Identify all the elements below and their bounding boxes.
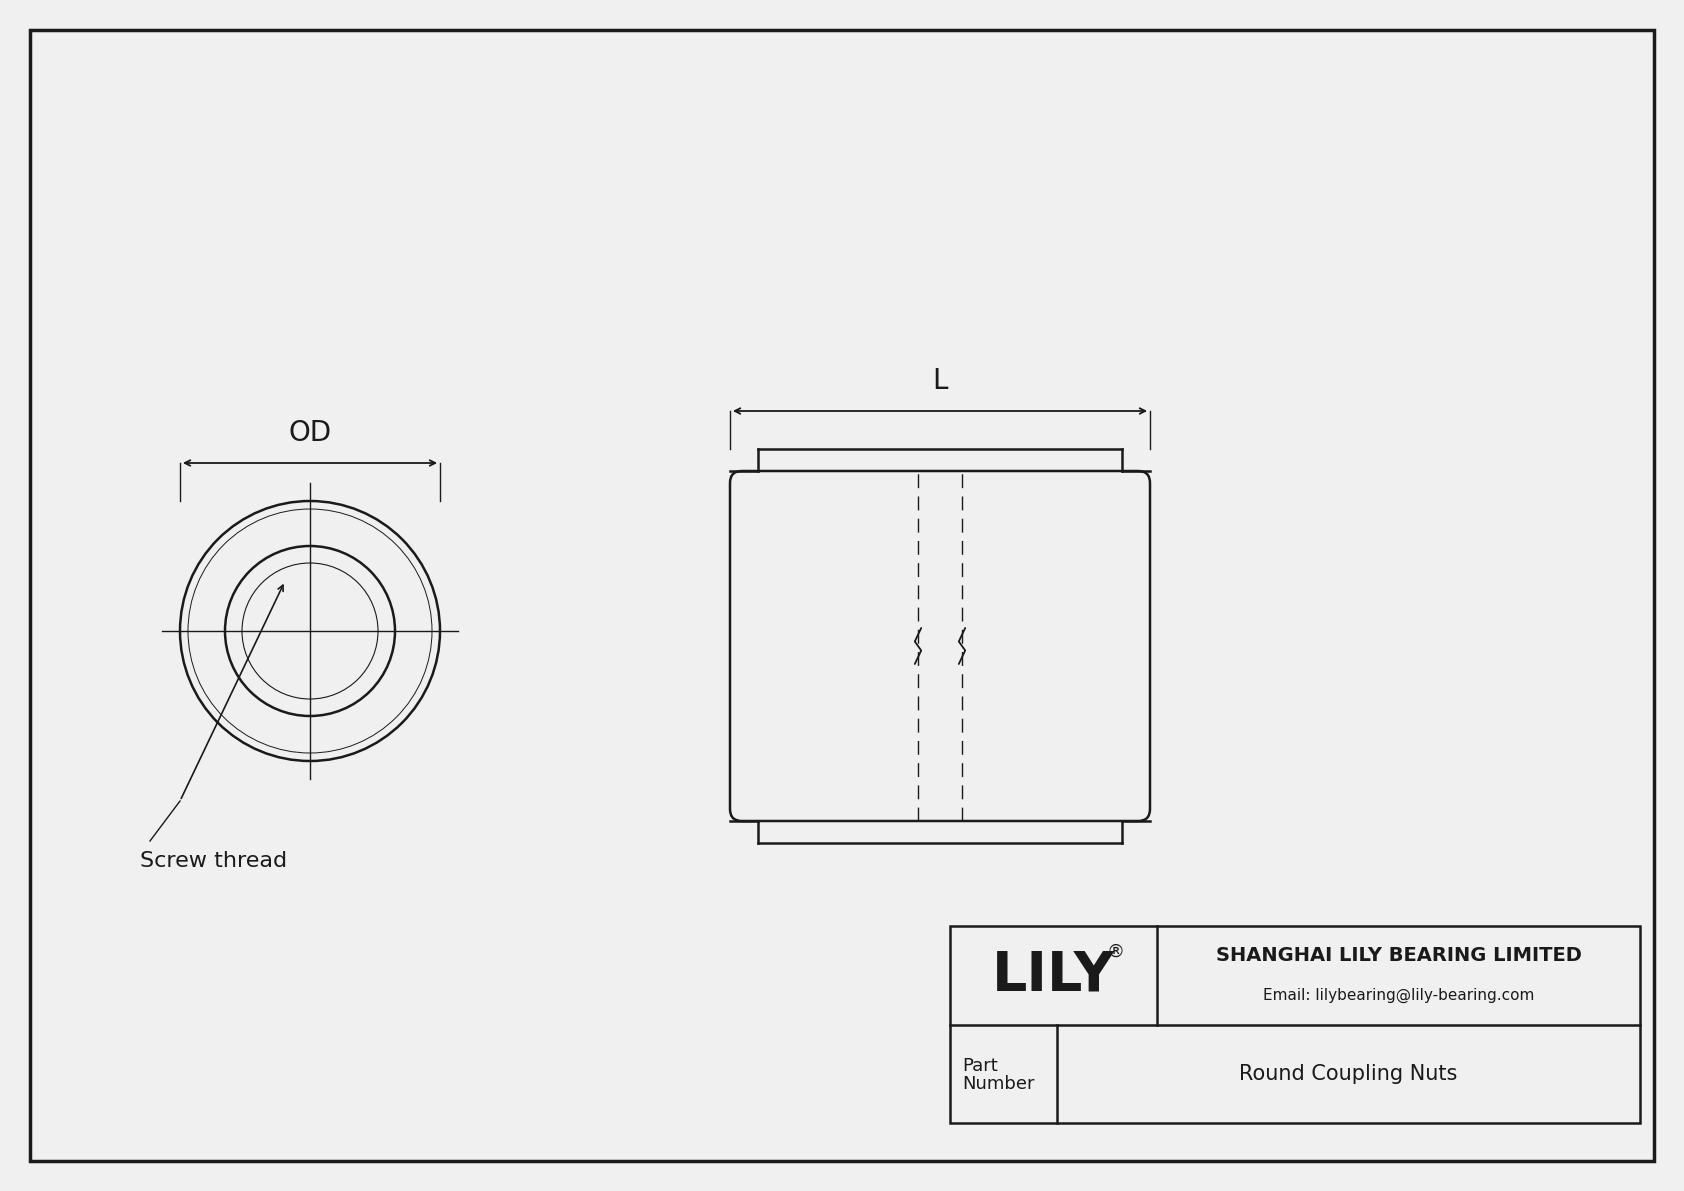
Text: Part: Part [962, 1056, 997, 1074]
Text: SHANGHAI LILY BEARING LIMITED: SHANGHAI LILY BEARING LIMITED [1216, 946, 1581, 965]
Text: Round Coupling Nuts: Round Coupling Nuts [1239, 1064, 1458, 1084]
Bar [950, 925, 1640, 1123]
Text: Screw thread: Screw thread [140, 852, 288, 871]
Text: OD: OD [288, 419, 332, 447]
Text: Email: lilybearing@lily-bearing.com: Email: lilybearing@lily-bearing.com [1263, 987, 1534, 1003]
Text: LILY: LILY [992, 948, 1115, 1003]
Text: L: L [933, 367, 948, 395]
Text: Number: Number [962, 1074, 1034, 1093]
Text: ®: ® [1106, 942, 1125, 960]
